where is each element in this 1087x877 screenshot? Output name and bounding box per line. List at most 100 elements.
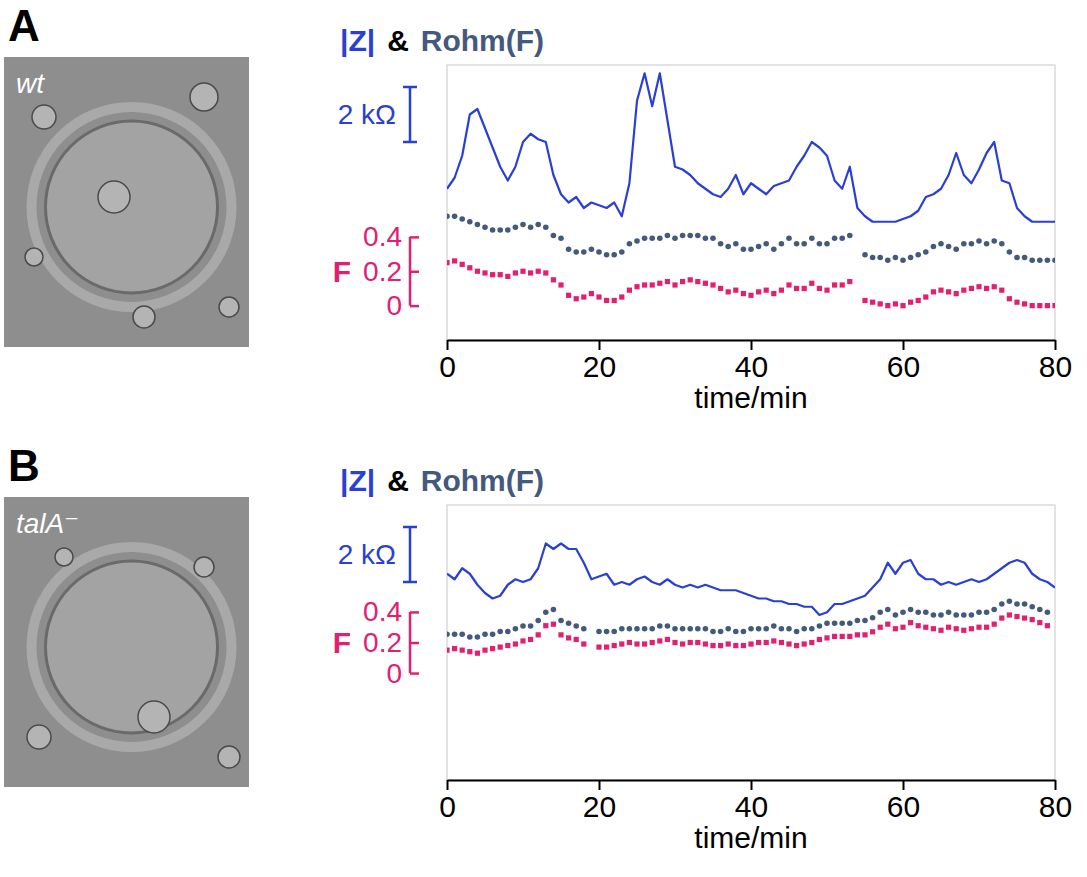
- data-point: [726, 289, 731, 294]
- data-point: [574, 637, 579, 642]
- data-point: [938, 288, 943, 293]
- data-point: [908, 300, 913, 305]
- data-point: [900, 609, 906, 615]
- y-tick: 0: [386, 658, 419, 689]
- data-point: [650, 282, 655, 287]
- data-point: [581, 641, 586, 646]
- legend-entry: Rohm(F): [421, 464, 544, 497]
- data-point: [672, 235, 678, 241]
- x-axis-title: time/min: [694, 821, 807, 854]
- data-point: [931, 244, 937, 250]
- data-point: [665, 623, 671, 629]
- data-point: [528, 623, 534, 629]
- data-point: [916, 298, 921, 303]
- data-point: [604, 252, 610, 258]
- data-point: [619, 294, 624, 299]
- data-point: [695, 626, 701, 632]
- data-point: [1022, 255, 1028, 261]
- data-point: [817, 241, 823, 247]
- data-point: [1007, 249, 1013, 255]
- data-point: [725, 244, 731, 250]
- data-point: [992, 622, 997, 627]
- data-point: [566, 293, 571, 298]
- x-tick-label: 40: [735, 790, 768, 823]
- data-point: [718, 643, 723, 648]
- data-point: [771, 291, 776, 296]
- data-point: [900, 257, 906, 263]
- data-point: [824, 620, 830, 626]
- data-point: [877, 255, 883, 261]
- x-tick-mark: [447, 780, 449, 790]
- data-point: [946, 289, 951, 294]
- data-point: [969, 612, 975, 618]
- data-point: [611, 629, 617, 635]
- data-point: [771, 623, 777, 629]
- x-tick-label: 40: [735, 350, 768, 383]
- data-point: [604, 298, 609, 303]
- data-point: [695, 279, 700, 284]
- data-point: [840, 282, 845, 287]
- data-point: [969, 626, 974, 631]
- data-point: [710, 629, 716, 635]
- data-point: [756, 289, 761, 294]
- y-tick-label: 0: [386, 290, 402, 321]
- y-axis-line: [409, 612, 412, 673]
- data-point: [1037, 620, 1042, 625]
- data-point: [923, 249, 929, 255]
- cell: [55, 548, 73, 566]
- data-point: [1030, 303, 1035, 308]
- cell: [32, 105, 56, 129]
- data-point: [467, 634, 473, 640]
- data-point: [665, 279, 670, 284]
- data-point: [649, 626, 655, 632]
- data-point: [847, 634, 852, 639]
- data-point: [741, 246, 747, 252]
- data-point: [482, 631, 488, 637]
- data-point: [1014, 255, 1020, 261]
- data-point: [961, 612, 967, 618]
- micrograph: wt: [4, 57, 249, 347]
- data-point: [763, 241, 769, 247]
- data-point: [452, 258, 457, 263]
- x-tick: 0: [439, 780, 456, 823]
- data-point: [665, 637, 670, 642]
- x-tick: 40: [735, 340, 768, 383]
- data-point: [824, 635, 829, 640]
- data-point: [703, 626, 709, 632]
- data-point: [657, 235, 663, 241]
- data-point: [786, 641, 791, 646]
- data-point: [672, 640, 677, 645]
- data-point: [513, 641, 518, 646]
- data-point: [915, 252, 921, 258]
- data-point: [680, 279, 685, 284]
- data-point: [809, 640, 814, 645]
- data-point: [657, 281, 662, 286]
- data-point: [733, 629, 739, 635]
- data-point: [992, 284, 997, 289]
- plot-area: [447, 544, 1055, 656]
- data-point: [938, 628, 943, 633]
- data-point: [642, 626, 648, 632]
- series-line: [447, 544, 1055, 616]
- data-point: [725, 626, 731, 632]
- data-point: [447, 260, 450, 265]
- data-point: [459, 216, 465, 222]
- data-point: [703, 641, 708, 646]
- data-point: [908, 255, 914, 261]
- data-point: [475, 269, 480, 274]
- data-point: [885, 607, 891, 613]
- cell: [138, 701, 170, 733]
- data-point: [687, 626, 693, 632]
- data-point: [748, 626, 754, 632]
- data-point: [543, 623, 548, 628]
- x-tick-mark: [751, 340, 753, 350]
- data-point: [672, 282, 677, 287]
- data-point: [961, 288, 966, 293]
- data-point: [1014, 614, 1019, 619]
- data-point: [551, 607, 557, 613]
- data-point: [467, 265, 472, 270]
- data-point: [573, 623, 579, 629]
- data-point: [771, 638, 776, 643]
- data-point: [999, 615, 1004, 620]
- data-point: [604, 644, 609, 649]
